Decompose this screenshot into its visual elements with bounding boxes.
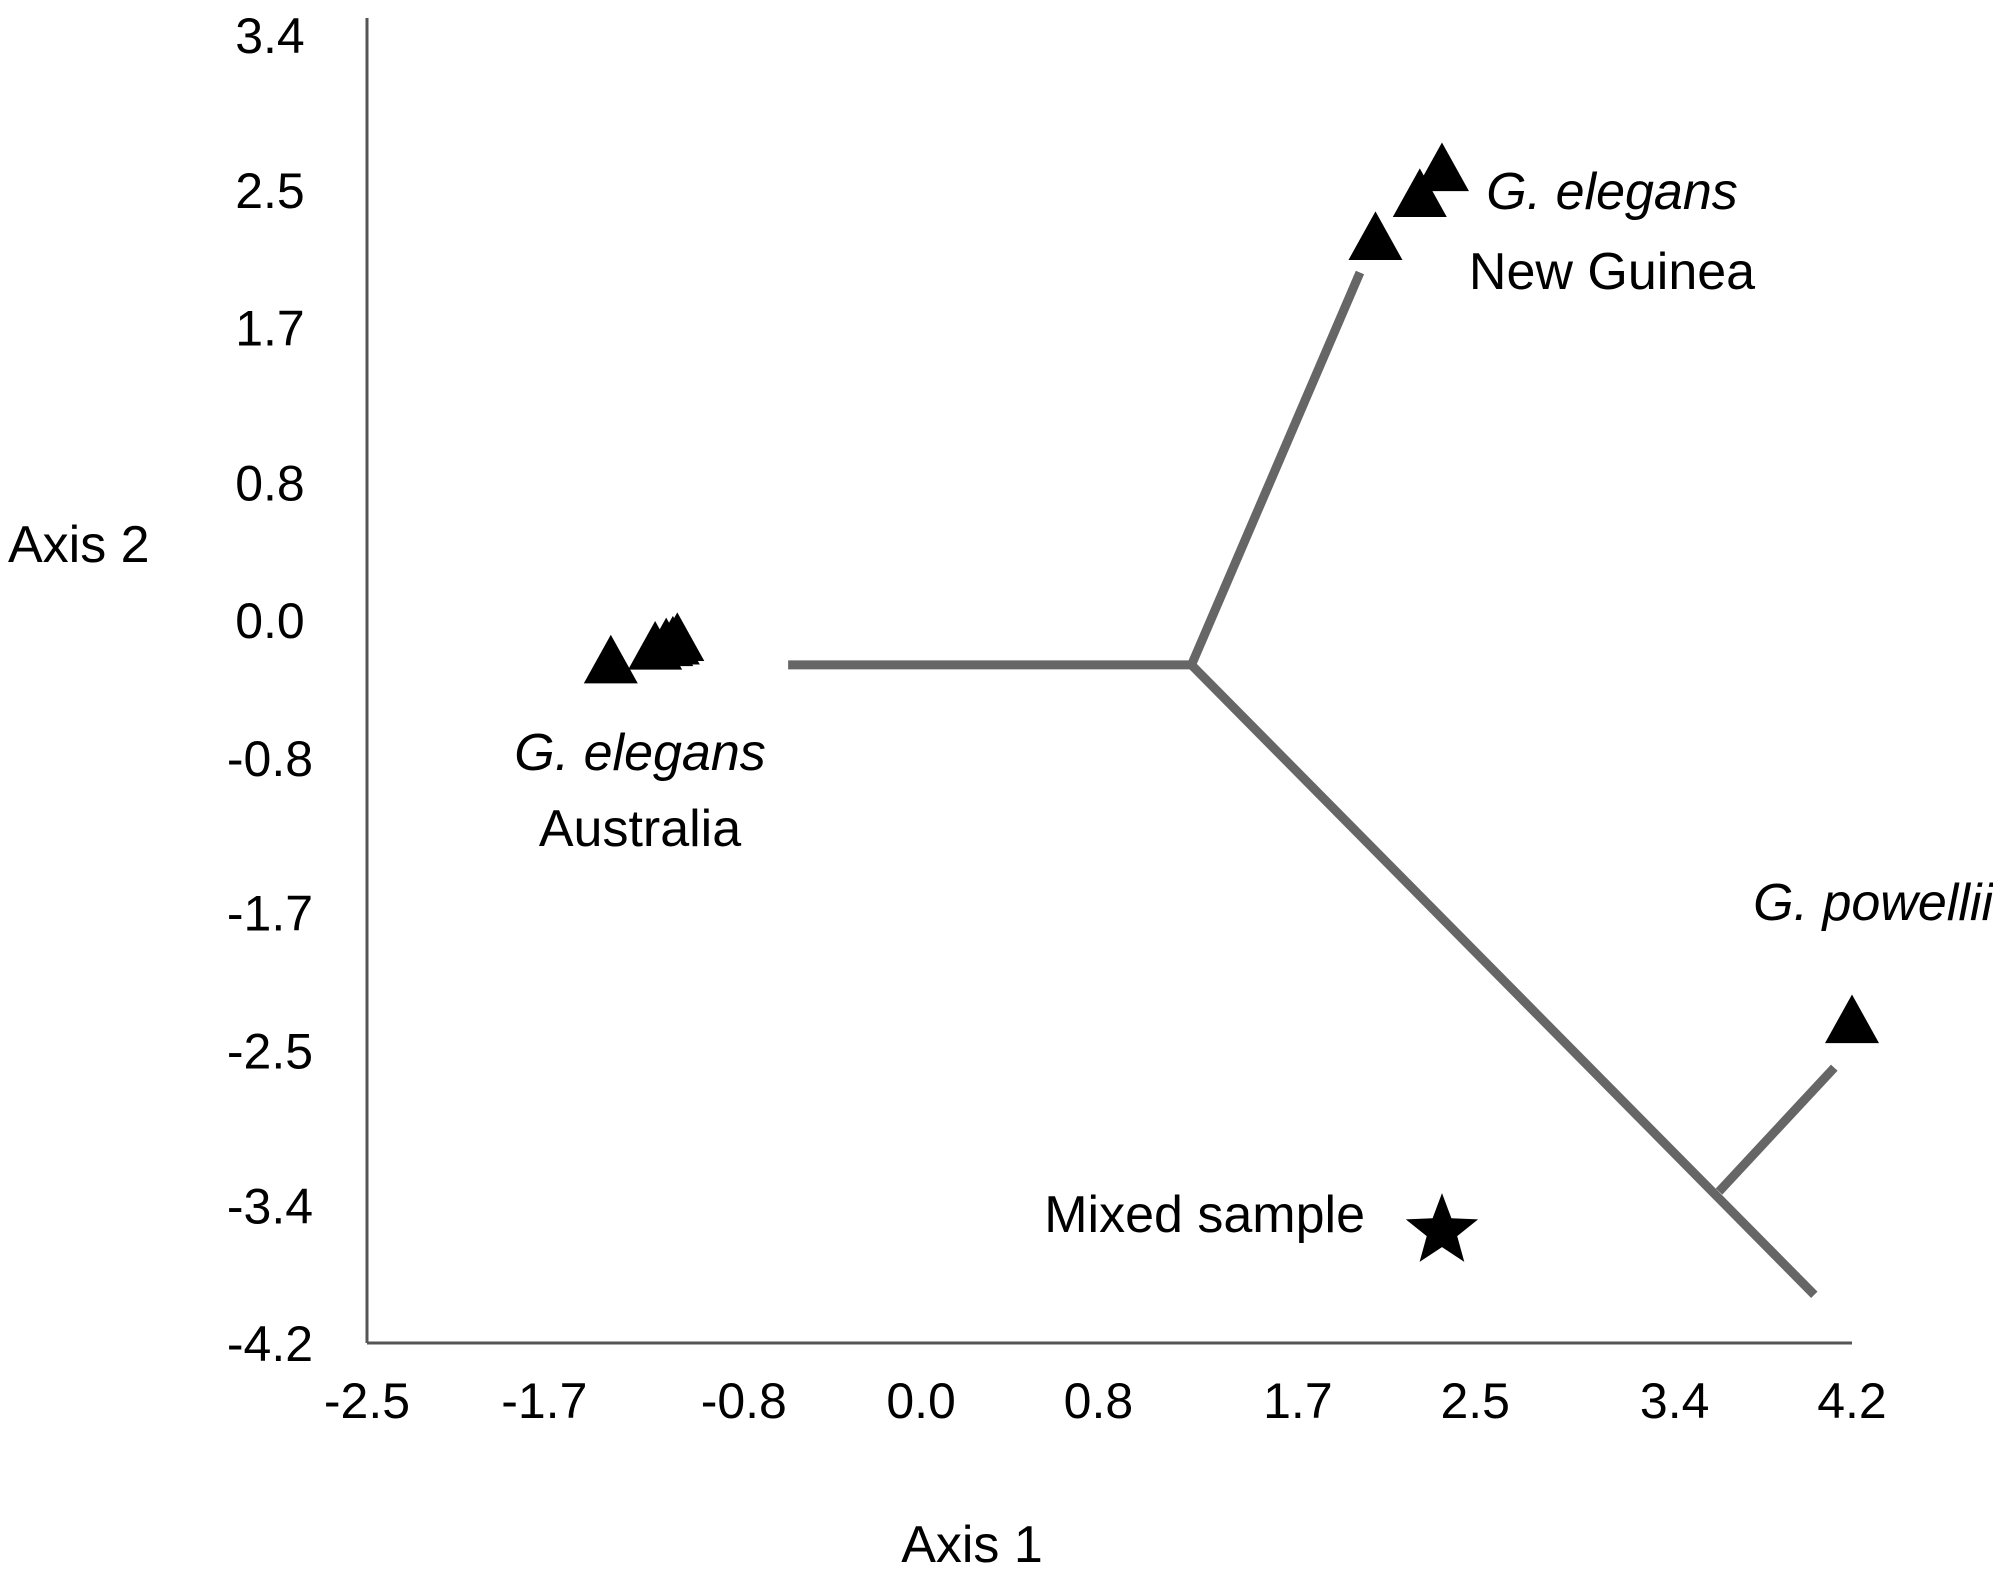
- x-tick-label: -0.8: [701, 1373, 787, 1429]
- x-tick-label: -1.7: [501, 1373, 587, 1429]
- powellii-species-label: G. powellii: [1753, 874, 1993, 932]
- triangle-marker: [583, 634, 638, 684]
- y-tick-label: 3.4: [235, 8, 305, 64]
- x-tick-label: 1.7: [1263, 1373, 1333, 1429]
- australia-region-label: Australia: [539, 800, 741, 858]
- x-tick-label: -2.5: [324, 1373, 410, 1429]
- x-tick-label: 3.4: [1640, 1373, 1710, 1429]
- x-tick-label: 2.5: [1440, 1373, 1510, 1429]
- y-tick-label: -2.5: [227, 1023, 313, 1079]
- tree-branch: [1715, 1064, 1838, 1195]
- tree-branches: [788, 270, 1838, 1298]
- triangle-marker: [1392, 168, 1447, 217]
- y-tick-label: -4.2: [227, 1316, 313, 1372]
- y-tick-label: 0.0: [235, 593, 305, 649]
- new-guinea-species-label: G. elegans: [1486, 163, 1738, 221]
- x-tick-label: 0.0: [886, 1373, 956, 1429]
- star-marker: [1405, 1193, 1479, 1262]
- y-tick-label: -0.8: [227, 731, 313, 787]
- triangle-marker: [1825, 994, 1879, 1044]
- tree-branch: [1187, 270, 1365, 667]
- new-guinea-region-label: New Guinea: [1469, 243, 1755, 301]
- x-tick-labels: -2.5 -1.7 -0.8 0.0 0.8 1.7 2.5 3.4 4.2: [324, 1373, 1887, 1429]
- australia-species-label: G. elegans: [514, 724, 766, 782]
- data-markers: [583, 142, 1879, 1262]
- x-axis-title: Axis 1: [901, 1516, 1043, 1569]
- y-axis-title: Axis 2: [8, 516, 150, 574]
- y-tick-label: -3.4: [227, 1178, 313, 1234]
- y-tick-labels: 3.4 2.5 1.7 0.8 0.0 -0.8 -1.7 -2.5 -3.4 -4.2: [227, 8, 313, 1372]
- triangle-marker: [1348, 211, 1403, 260]
- y-tick-label: 2.5: [235, 163, 305, 219]
- mixed-sample-label: Mixed sample: [1044, 1186, 1365, 1244]
- axes: [365, 18, 1852, 1345]
- tree-branch: [1188, 661, 1818, 1298]
- y-tick-label: -1.7: [227, 886, 313, 942]
- y-tick-label: 1.7: [235, 301, 305, 357]
- y-tick-label: 0.8: [235, 455, 305, 511]
- triangle-marker: [650, 612, 705, 661]
- triangle-marker: [1414, 142, 1469, 192]
- x-tick-label: 0.8: [1064, 1373, 1134, 1429]
- x-tick-label: 4.2: [1817, 1373, 1887, 1429]
